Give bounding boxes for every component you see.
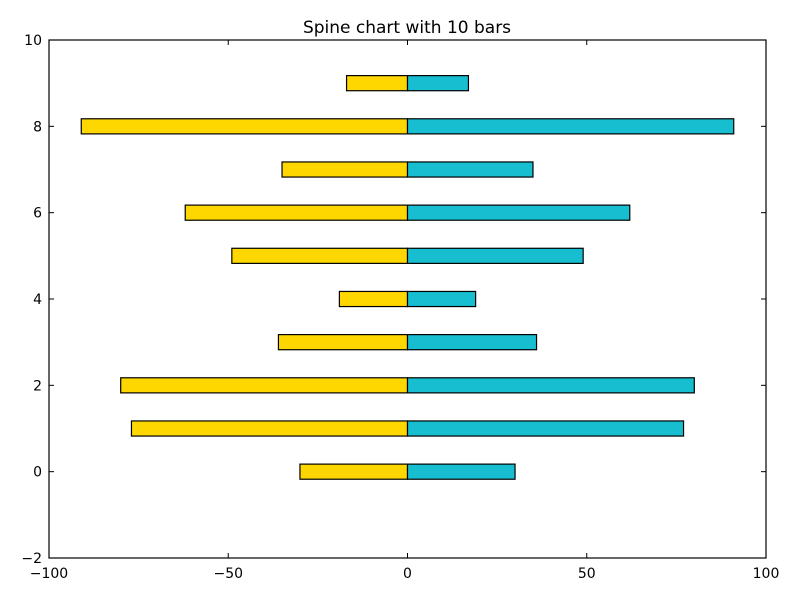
y-tick-label: 0 bbox=[33, 465, 42, 481]
bar-negative bbox=[299, 463, 409, 480]
bar-negative bbox=[120, 377, 409, 394]
bar-negative bbox=[130, 420, 409, 437]
y-tick-label: 10 bbox=[24, 33, 42, 49]
x-tick-label: 100 bbox=[753, 566, 780, 582]
bar-negative bbox=[184, 204, 409, 221]
y-tick-label: −2 bbox=[21, 551, 42, 567]
bar-positive bbox=[406, 377, 695, 394]
y-tick-label: 4 bbox=[33, 292, 42, 308]
bar-positive bbox=[406, 463, 516, 480]
bar-positive bbox=[406, 290, 477, 308]
x-tick-label: −100 bbox=[30, 566, 68, 582]
y-tick-label: 2 bbox=[33, 378, 42, 394]
x-tick-label: 50 bbox=[578, 566, 596, 582]
x-tick-label: 0 bbox=[403, 566, 412, 582]
axes-group: −100 −50 0 50 100 −2 0 2 4 6 8 10 bbox=[21, 33, 779, 582]
y-tick-label: 8 bbox=[33, 119, 42, 135]
bar-positive bbox=[406, 334, 538, 351]
y-tick-label: 6 bbox=[33, 206, 42, 222]
x-tick-label: −50 bbox=[213, 566, 243, 582]
bar-negative bbox=[338, 290, 409, 308]
bar-negative bbox=[231, 247, 409, 264]
bar-positive bbox=[406, 161, 534, 178]
bars-group bbox=[80, 75, 735, 480]
bar-positive bbox=[406, 75, 470, 92]
bar-positive bbox=[406, 247, 584, 264]
bar-positive bbox=[406, 420, 685, 437]
chart-title: Spine chart with 10 bars bbox=[303, 18, 511, 38]
bar-positive bbox=[406, 204, 631, 221]
bar-negative bbox=[277, 334, 409, 351]
bar-positive bbox=[406, 118, 735, 135]
bar-negative bbox=[281, 161, 409, 178]
bar-negative bbox=[345, 75, 409, 92]
bar-negative bbox=[80, 118, 409, 135]
